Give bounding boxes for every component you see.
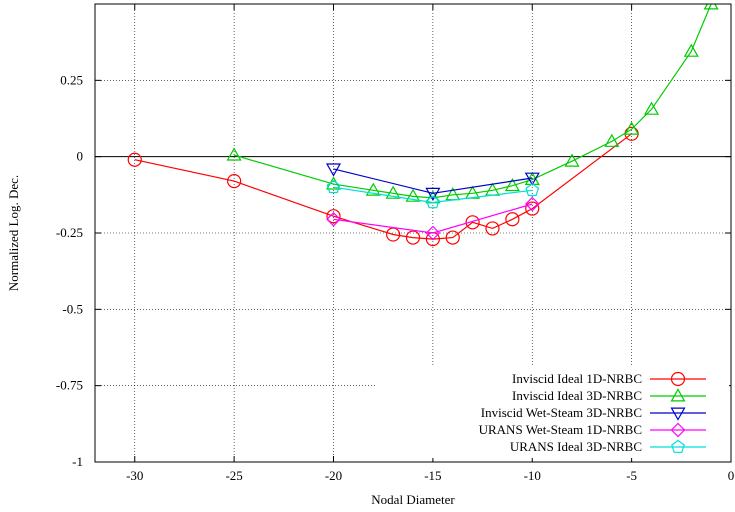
data-point [683,43,699,57]
data-point [405,230,421,245]
data-point [504,177,520,192]
series-line [333,186,533,204]
legend-label: Inviscid Wet-Steam 3D-NRBC [481,405,642,420]
series-1 [127,126,639,247]
y-axis-title: Normalized Log. Dec. [6,175,21,291]
data-point [505,212,520,227]
data-point [604,133,620,147]
tick-marks [95,4,732,463]
data-point [226,147,242,161]
series-4 [326,196,540,241]
data-point [326,211,341,227]
y-tick-label: -0.25 [56,225,83,240]
x-tick-label: -15 [424,468,441,483]
x-tick-label: -20 [325,468,342,483]
data-point [703,4,719,10]
data-point [385,185,401,199]
y-tick-label: 0.25 [60,72,83,87]
data-point [465,215,480,230]
legend-marker [671,439,685,453]
legend-label: URANS Ideal 3D-NRBC [510,439,642,454]
data-point [425,225,441,241]
data-point [425,187,441,202]
data-point [524,196,540,212]
series-line [233,4,712,199]
data-point [624,121,640,135]
data-point [365,182,381,196]
data-point [643,101,660,115]
data-point [425,195,440,209]
x-tick-label: -30 [126,468,143,483]
data-point [485,221,500,236]
series-3 [325,163,540,202]
y-tick-label: 0 [77,149,84,164]
series-group [127,4,719,247]
x-tick-labels: -30 -25 -20 -15 -10 -5 0 [126,468,734,483]
series-line [333,203,533,234]
data-point [326,209,341,224]
data-point [405,188,421,202]
data-point [525,183,540,197]
legend-label: URANS Wet-Steam 1D-NRBC [479,422,642,437]
data-point [325,163,342,177]
series-line [134,133,632,240]
legend-label: Inviscid Ideal 3D-NRBC [512,388,642,403]
data-point [525,201,540,216]
y-tick-label: -0.5 [62,301,83,316]
legend-marker [670,422,686,438]
x-tick-label: -10 [524,468,541,483]
data-point [227,173,242,189]
y-tick-label: -1 [72,454,83,469]
series-line [333,168,533,194]
series-2 [226,4,719,204]
legend-label: Inviscid Ideal 1D-NRBC [512,371,642,386]
data-point [127,152,142,167]
x-tick-label: -5 [626,468,637,483]
legend-marker [670,388,686,402]
y-tick-label: -0.75 [56,378,83,393]
data-point [326,179,341,194]
legend-marker [670,371,686,387]
legend-marker [670,407,686,421]
series-5 [326,179,540,209]
data-point [564,153,580,167]
data-point [445,230,460,245]
x-axis-title: Nodal Diameter [371,492,455,507]
x-tick-label: 0 [728,468,735,483]
data-point [524,172,540,186]
y-tick-labels: -1 -0.75 -0.5 -0.25 0 0.25 [56,72,83,469]
legend: Inviscid Ideal 1D-NRBC Inviscid Ideal 3D-… [377,366,729,458]
legend-background [377,366,729,458]
x-tick-label: -25 [225,468,242,483]
